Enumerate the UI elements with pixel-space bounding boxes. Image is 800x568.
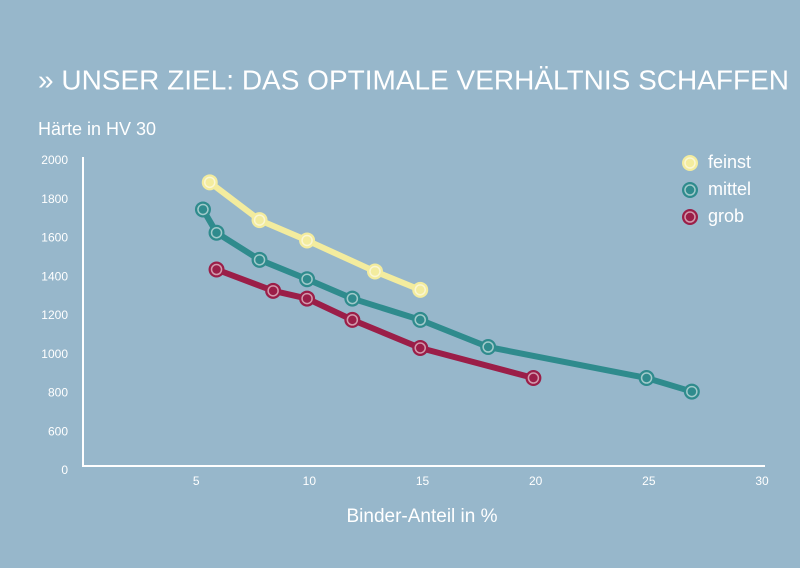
marker-ring <box>684 184 696 196</box>
marker-ring <box>414 314 426 326</box>
x-tick-label: 5 <box>193 474 200 488</box>
marker-ring <box>210 226 223 239</box>
series-line <box>213 266 537 381</box>
marker-ring <box>684 157 696 169</box>
marker-ring <box>301 292 313 305</box>
y-axis-label: Härte in HV 30 <box>38 119 156 139</box>
x-axis-label: Binder-Anteil in % <box>346 506 497 527</box>
marker-ring <box>203 176 216 189</box>
legend-label: feinst <box>708 152 751 172</box>
x-tick-label: 10 <box>303 474 317 488</box>
marker-ring <box>301 234 313 247</box>
y-tick-label: 1800 <box>41 192 68 206</box>
y-tick-label: 2000 <box>41 153 68 167</box>
marker-ring <box>210 263 223 276</box>
y-tick-label: 1200 <box>41 308 68 322</box>
marker-ring <box>346 292 359 305</box>
marker-ring <box>527 372 540 384</box>
marker-ring <box>684 211 696 223</box>
y-tick-label: 600 <box>48 424 68 438</box>
legend-label: mittel <box>708 179 751 199</box>
marker-ring <box>301 273 313 285</box>
y-tick-label: 800 <box>48 386 68 400</box>
marker-ring <box>267 285 279 297</box>
marker-ring <box>369 265 381 278</box>
y-tick-label: 1400 <box>41 269 68 283</box>
series-line <box>199 206 695 395</box>
marker-ring <box>686 385 698 398</box>
x-tick-label: 25 <box>642 474 656 488</box>
marker-ring <box>253 214 266 226</box>
marker-ring <box>253 254 266 266</box>
x-tick-label: 15 <box>416 474 430 488</box>
marker-ring <box>640 372 653 384</box>
y-tick-label: 1000 <box>41 347 68 361</box>
chart-title: » UNSER ZIEL: DAS OPTIMALE VERHÄLTNIS SC… <box>38 64 789 95</box>
legend-label: grob <box>708 206 744 226</box>
marker-ring <box>414 342 426 354</box>
x-tick-label: 20 <box>529 474 543 488</box>
x-tick-label: 30 <box>755 474 769 488</box>
marker-ring <box>346 314 359 326</box>
marker-ring <box>414 284 426 296</box>
series-line <box>206 179 424 293</box>
y-tick-label: 1600 <box>41 231 68 245</box>
y-tick-label: 0 <box>61 463 68 477</box>
marker-ring <box>482 341 494 353</box>
marker-ring <box>197 203 209 216</box>
